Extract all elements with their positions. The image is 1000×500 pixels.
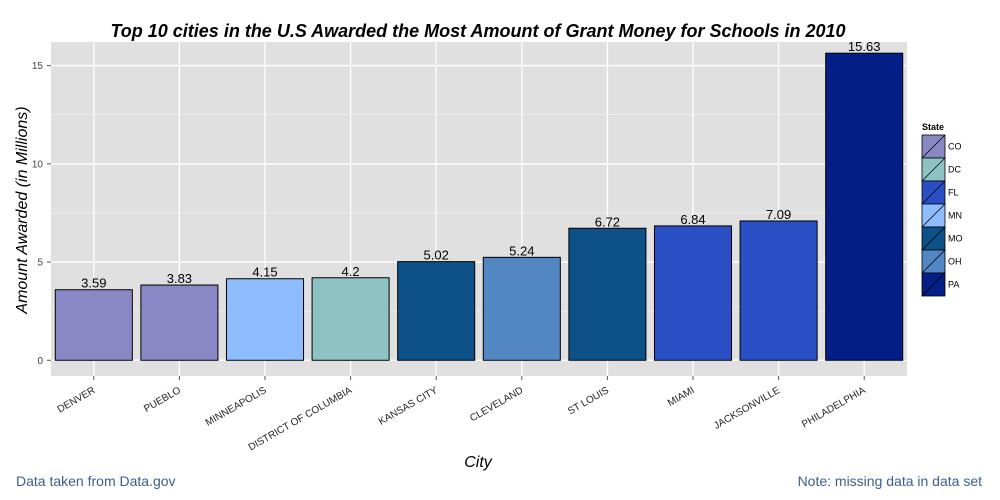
- legend-label: MO: [948, 234, 963, 244]
- bar: [825, 52, 904, 361]
- bar: [225, 278, 305, 361]
- x-axis-title: City: [464, 454, 493, 471]
- bar-value-label: 6.84: [680, 212, 705, 227]
- x-tick-label: MINNEAPOLIS: [204, 385, 269, 429]
- bar: [311, 277, 390, 361]
- y-axis-title: Amount Awarded (in Millions): [14, 106, 31, 314]
- bar: [54, 289, 133, 361]
- bar-value-label: 4.15: [252, 265, 277, 280]
- bar-value-label: 5.24: [509, 243, 534, 258]
- legend-label: CO: [948, 142, 962, 152]
- legend-swatch-slash: [921, 226, 946, 251]
- x-tick-label: ST LOUIS: [566, 385, 611, 417]
- legend-swatch-slash: [921, 249, 946, 274]
- x-tick-label: MIAMI: [666, 385, 697, 409]
- bars: [54, 52, 904, 361]
- bar-value-label: 15.63: [848, 39, 881, 54]
- legend-swatch-slash: [921, 203, 946, 228]
- y-tick-label: 0: [37, 356, 43, 367]
- legend-title: State: [922, 122, 944, 132]
- legend-label: DC: [948, 165, 961, 175]
- legend: State CO DC FL MN MO OH PA: [921, 122, 963, 297]
- bar: [397, 261, 476, 361]
- x-tick-label: PUEBLO: [142, 385, 183, 415]
- legend-swatch-slash: [921, 134, 946, 159]
- y-tick-label: 5: [37, 258, 43, 269]
- legend-label: OH: [948, 257, 962, 267]
- bar-value-label: 7.09: [766, 207, 791, 222]
- x-tick-label: PHILADELPHIA: [800, 385, 868, 431]
- legend-label: FL: [948, 188, 959, 198]
- legend-label: PA: [948, 280, 959, 290]
- y-tick-label: 10: [32, 159, 44, 170]
- source-note: Data taken from Data.gov: [16, 473, 176, 489]
- bar: [482, 256, 561, 361]
- bar: [653, 225, 733, 361]
- x-tick-label: CLEVELAND: [468, 385, 525, 424]
- missing-data-note: Note: missing data in data set: [797, 473, 982, 489]
- bar: [568, 227, 647, 361]
- bar-value-label: 3.59: [81, 276, 106, 291]
- bar-value-label: 3.83: [167, 271, 192, 286]
- y-axis: 0 5 10 15: [32, 61, 51, 367]
- x-tick-label: JACKSONVILLE: [712, 385, 782, 432]
- legend-swatch-slash: [921, 272, 946, 297]
- chart-title: Top 10 cities in the U.S Awarded the Mos…: [110, 21, 845, 41]
- legend-swatch-slash: [921, 157, 946, 182]
- legend-label: MN: [948, 211, 962, 221]
- y-tick-label: 15: [32, 61, 44, 72]
- x-tick-label: DENVER: [56, 385, 98, 415]
- bar-value-label: 6.72: [595, 214, 620, 229]
- bar-value-label: 4.2: [342, 264, 360, 279]
- legend-swatch-slash: [921, 180, 946, 205]
- bar: [739, 220, 818, 361]
- x-tick-label: KANSAS CITY: [377, 385, 440, 428]
- bar-value-label: 5.02: [424, 248, 449, 263]
- data-labels: 3.59 3.83 4.15 4.2 5.02 5.24 6.72 6.84 7.09 15.63: [81, 39, 880, 291]
- bar: [140, 284, 219, 361]
